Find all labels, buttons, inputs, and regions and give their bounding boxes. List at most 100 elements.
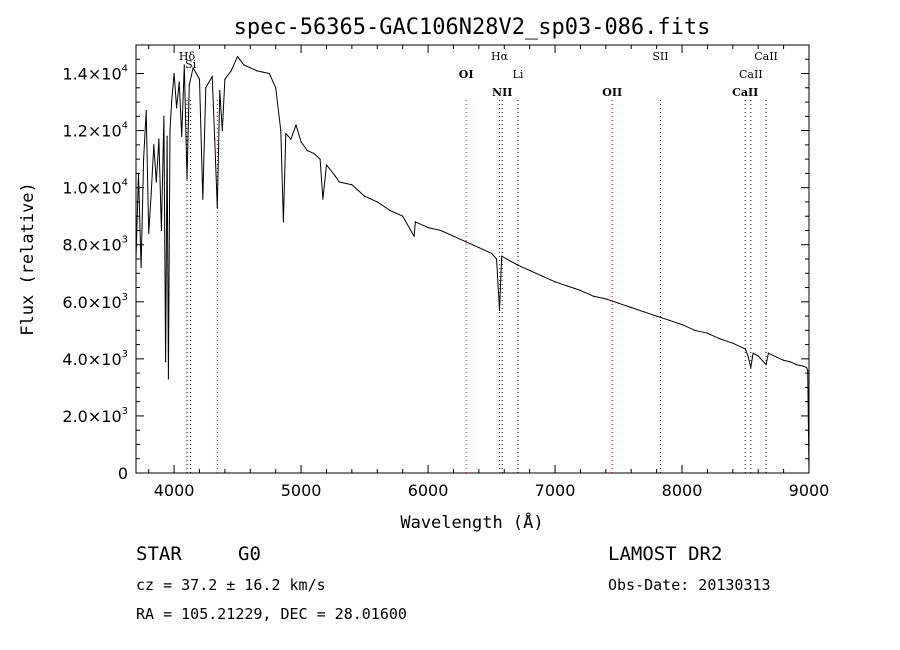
spectrum-point [170, 101, 173, 103]
line-label-oii: OII [602, 86, 622, 99]
coordinates: RA = 105.21229, DEC = 28.01600 [136, 605, 407, 623]
spectrum-point [592, 295, 594, 297]
spectrum-point [747, 355, 749, 357]
spectrum-point [224, 78, 226, 80]
spectrum-point [306, 149, 309, 152]
spectrum-point [694, 329, 696, 331]
spectrum-point [205, 87, 207, 89]
spectrum-point [295, 124, 297, 126]
spectrum-point [681, 324, 683, 326]
spectrum-point [148, 232, 150, 234]
x-tick-label: 5000 [281, 481, 322, 500]
spectrum-point [290, 138, 292, 140]
spectrum-point [795, 363, 797, 366]
spectrum-point [452, 235, 455, 237]
spectrum-point [706, 332, 709, 334]
spectrum-point [490, 252, 493, 254]
spectrum-point [643, 311, 645, 313]
x-axis: 4000 5000 6000 7000 8000 9000 [148, 45, 829, 500]
spectrum-point [163, 115, 165, 117]
line-label-hδ: Hδ [179, 50, 196, 63]
spectrum-point [158, 138, 160, 140]
spectrum-point [765, 363, 767, 366]
line-label-li: Li [513, 68, 524, 81]
spectrum-point [506, 258, 508, 260]
x-tick-label: 7000 [535, 481, 576, 500]
spectrum-point [137, 172, 140, 174]
spectrum-point [338, 181, 340, 183]
spectrum-point [719, 338, 721, 340]
spectrum-point [554, 281, 556, 283]
spectrum-point [630, 306, 632, 309]
spectrum-point [783, 359, 785, 361]
spectrum-point [221, 130, 223, 132]
spectrum-point [183, 64, 185, 66]
line-label-caii: CaII [754, 50, 778, 63]
spectrum-point [744, 348, 746, 350]
line-label-caii: CaII [739, 68, 763, 81]
spectrum-point [567, 285, 569, 287]
x-axis-label: Wavelength (Å) [400, 511, 543, 533]
spectrum-point [268, 72, 270, 75]
spectrum-point [363, 195, 366, 197]
spectrum-point [160, 229, 162, 232]
y-tick-label: 1.2×104 [62, 121, 128, 141]
spectrum-point [668, 319, 670, 321]
spectrum-point [322, 198, 324, 200]
spectrum-point [214, 138, 216, 140]
spectrum-point [155, 181, 157, 183]
x-tick-label: 8000 [662, 481, 703, 500]
spectrum-point [605, 298, 607, 300]
spectrum-point [178, 81, 180, 83]
spectrum-point [496, 258, 498, 260]
y-tick-label: 4.0×103 [62, 349, 128, 369]
line-label-hα: Hα [491, 50, 509, 63]
spectrum-point [319, 158, 321, 160]
observation-date: Obs-Date: 20130313 [608, 576, 771, 594]
spectrum-point [325, 164, 328, 166]
spectrum-point [808, 472, 810, 474]
line-label-oi: OI [459, 68, 474, 81]
spectrum-point [478, 246, 480, 249]
spectrum-point [465, 241, 467, 243]
spectrum-point [143, 158, 145, 160]
object-subclass: G0 [238, 543, 261, 565]
spectrum-point [169, 130, 171, 132]
spectrum-point [140, 266, 142, 269]
spectrum-point [541, 275, 543, 277]
spectrum-point [173, 72, 175, 75]
spectrum-point [275, 87, 277, 89]
x-tick-label: 4000 [154, 481, 195, 500]
spectrum-point [617, 302, 620, 304]
spectrum-point [757, 355, 759, 357]
spectrum-point [579, 289, 582, 291]
spectrum-point [198, 78, 201, 80]
spectrum-point [776, 356, 778, 359]
y-tick-label: 8.0×103 [62, 235, 128, 255]
spectrum-point [789, 361, 791, 363]
spectrum-point [413, 235, 415, 237]
spectrum-point [181, 135, 183, 137]
line-label-nii: NII [492, 86, 512, 99]
spectrum-point [427, 227, 429, 229]
line-label-si: Si [185, 58, 197, 71]
object-class: STAR [136, 543, 182, 565]
spectrum-point [313, 152, 315, 155]
y-tick-label: 6.0×103 [62, 292, 128, 312]
chart-title: spec-56365-GAC106N28V2_sp03-086.fits [234, 15, 711, 40]
plot-frame [135, 44, 810, 474]
y-tick-label: 1.0×104 [62, 178, 128, 198]
spectrum-point [280, 130, 282, 132]
survey-name: LAMOST DR2 [608, 543, 722, 565]
spectrum-point [219, 90, 221, 92]
spectrum-point [150, 192, 152, 194]
spectrum-point [186, 178, 188, 180]
spectrum-point [376, 201, 378, 203]
x-tick-label: 6000 [408, 481, 449, 500]
spectrum-point [202, 198, 204, 200]
y-tick-label: 1.4×104 [62, 64, 128, 84]
spectrum-series [135, 55, 810, 474]
spectrum-point [236, 55, 239, 58]
